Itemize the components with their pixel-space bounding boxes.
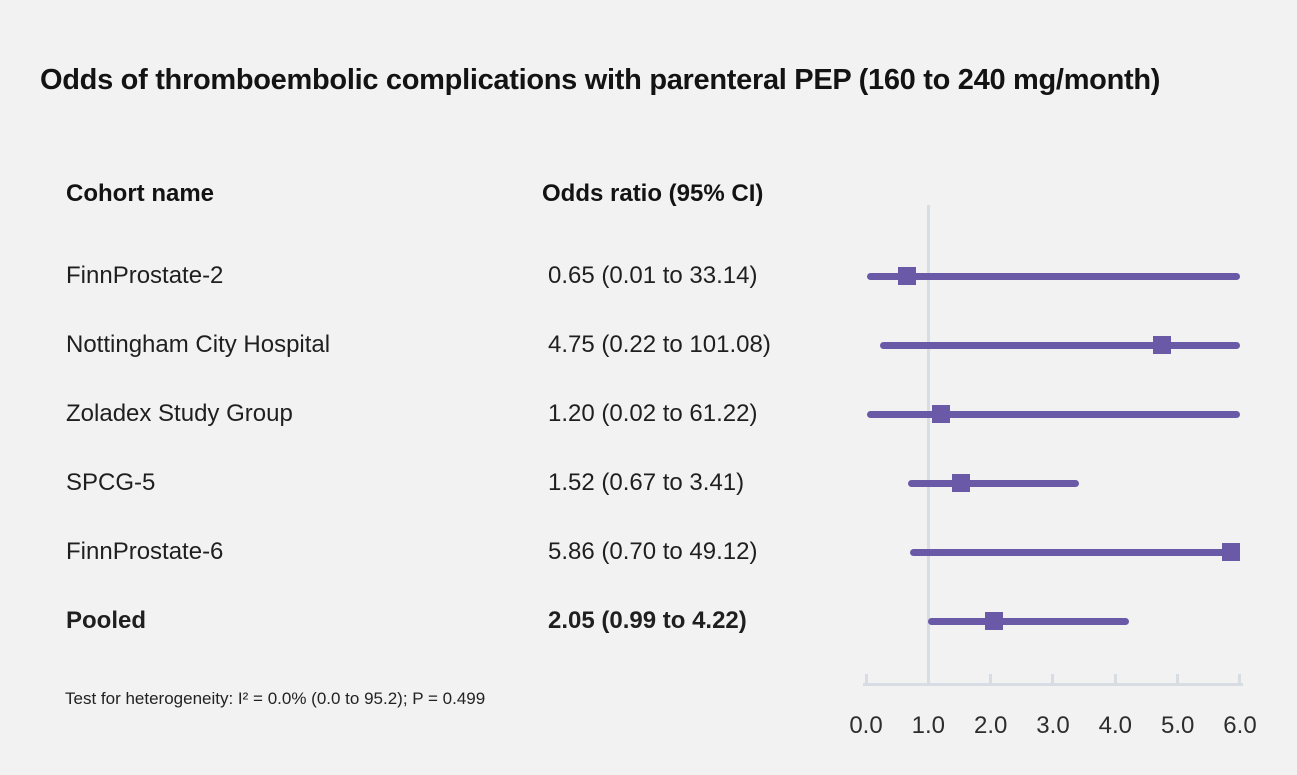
odds-ratio-value: 5.86 (0.70 to 49.12) <box>548 538 758 565</box>
x-axis-tick-label: 4.0 <box>1098 712 1133 739</box>
or-marker <box>931 405 950 423</box>
x-axis-tick-label: 6.0 <box>1223 712 1257 739</box>
cohort-name: FinnProstate-2 <box>66 262 224 289</box>
x-axis-tick <box>1238 674 1242 683</box>
odds-ratio-value: 1.20 (0.02 to 61.22) <box>548 400 758 427</box>
or-marker <box>1153 336 1172 354</box>
x-axis-tick <box>989 674 993 683</box>
or-marker <box>984 612 1003 630</box>
ci-line <box>866 272 1240 280</box>
reference-line <box>926 205 930 686</box>
ci-line <box>867 410 1240 418</box>
cohort-name-pooled: Pooled <box>66 607 147 634</box>
odds-ratio-value: 0.65 (0.01 to 33.14) <box>548 262 758 289</box>
ci-line <box>927 617 1130 625</box>
x-axis-tick <box>1176 674 1180 683</box>
cohort-name: FinnProstate-6 <box>66 538 224 565</box>
x-axis-tick-label: 0.0 <box>849 712 883 739</box>
x-axis-tick-label: 5.0 <box>1160 712 1195 739</box>
odds-ratio-value: 1.52 (0.67 to 3.41) <box>548 469 745 496</box>
or-marker <box>951 474 970 492</box>
cohort-name: Zoladex Study Group <box>66 400 293 427</box>
x-axis-tick <box>1113 674 1117 683</box>
x-axis-tick <box>1051 674 1055 683</box>
or-marker <box>1222 543 1241 561</box>
odds-ratio-value-pooled: 2.05 (0.99 to 4.22) <box>548 607 747 634</box>
x-axis-tick-label: 1.0 <box>911 712 946 739</box>
x-axis-tick <box>864 674 868 683</box>
x-axis-line <box>863 683 1243 686</box>
heterogeneity-footnote: Test for heterogeneity: I² = 0.0% (0.0 t… <box>65 689 486 708</box>
column-header-cohort-name: Cohort name <box>66 180 215 207</box>
cohort-name: SPCG-5 <box>66 469 156 496</box>
ci-line <box>909 548 1240 556</box>
ci-line <box>907 479 1079 487</box>
column-header-odds-ratio: Odds ratio (95% CI) <box>542 180 764 207</box>
odds-ratio-value: 4.75 (0.22 to 101.08) <box>548 331 771 358</box>
ci-line <box>879 341 1240 349</box>
x-axis-tick-label: 2.0 <box>973 712 1008 739</box>
x-axis-tick-label: 3.0 <box>1036 712 1070 739</box>
cohort-name: Nottingham City Hospital <box>66 331 331 358</box>
x-axis-tick <box>926 674 930 683</box>
or-marker <box>897 267 916 285</box>
chart-title: Odds of thromboembolic complications wit… <box>40 64 1161 96</box>
